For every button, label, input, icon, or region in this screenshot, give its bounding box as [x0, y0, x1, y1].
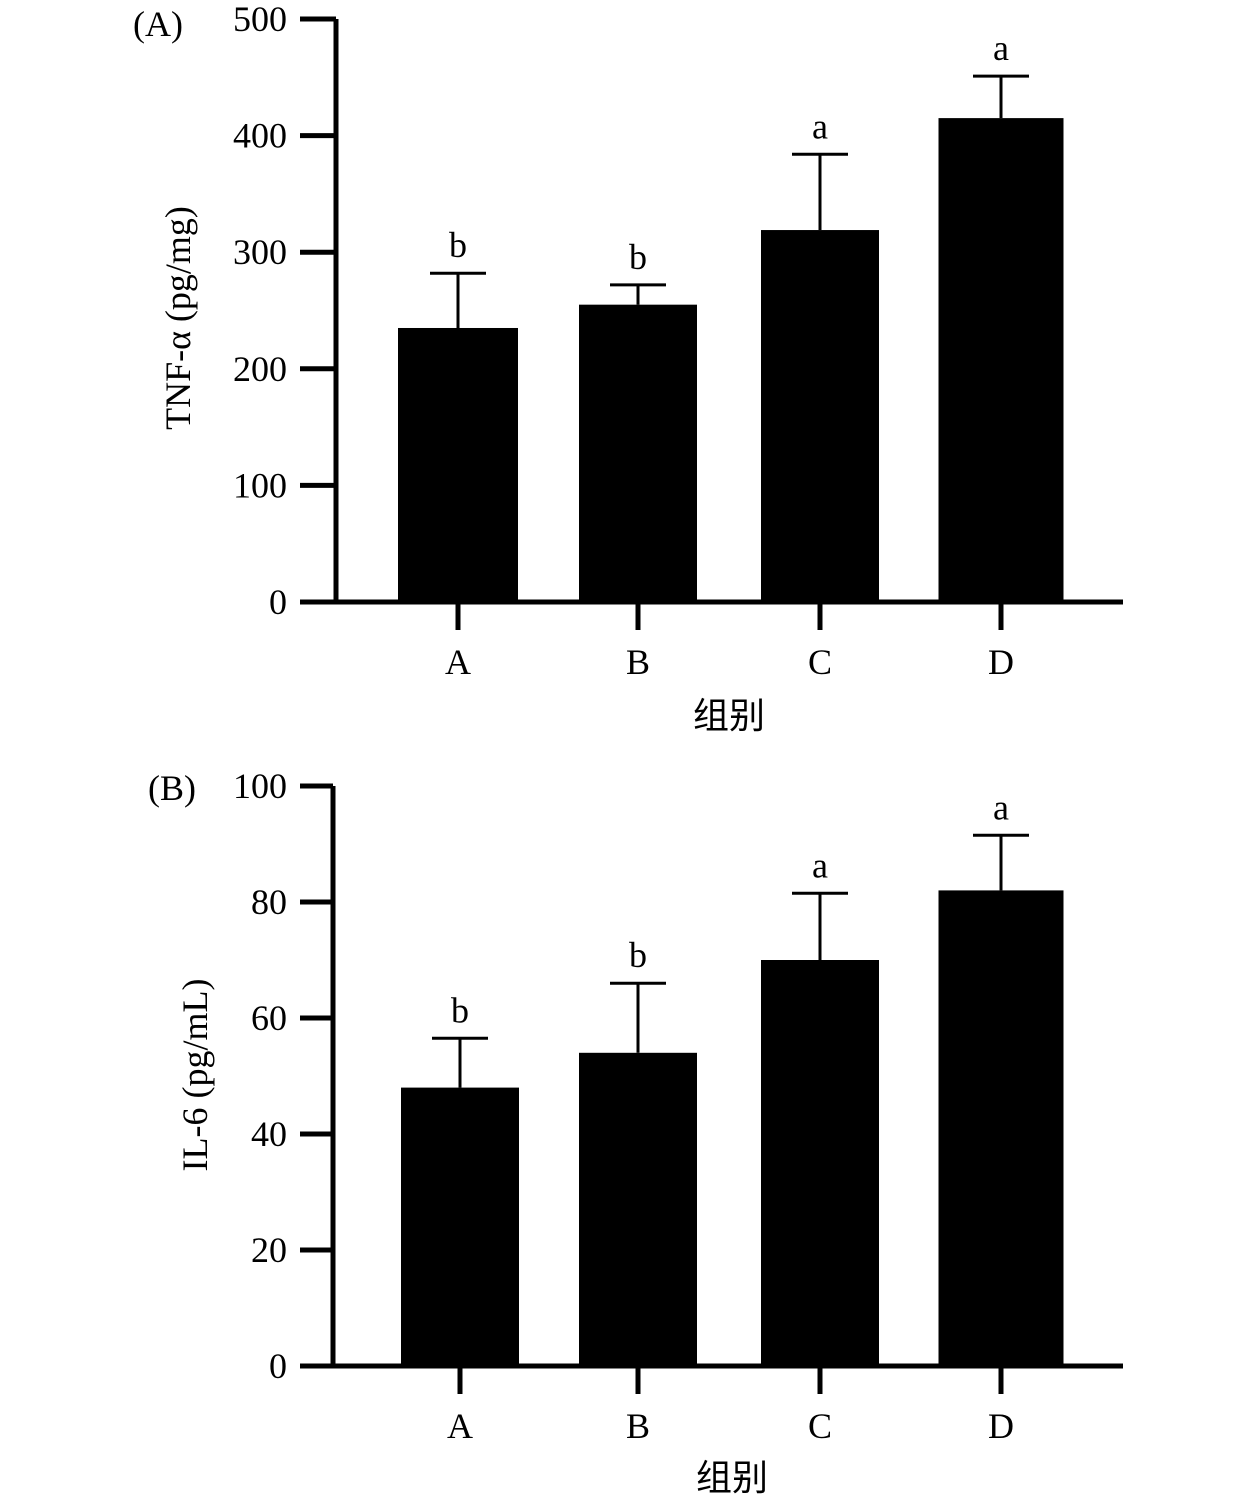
panel-label: (A): [133, 4, 183, 44]
bar: [938, 118, 1064, 603]
significance-label: b: [629, 237, 647, 277]
significance-label: b: [451, 990, 469, 1030]
x-tick-label: D: [988, 1406, 1014, 1446]
x-tick-label: B: [626, 1406, 650, 1446]
significance-label: b: [629, 935, 647, 975]
significance-label: a: [812, 106, 828, 146]
y-tick-label: 80: [251, 882, 287, 922]
y-tick-label: 20: [251, 1230, 287, 1270]
y-tick-label: 300: [233, 232, 287, 272]
y-axis-label: TNF-α (pg/mg): [158, 206, 198, 430]
marks: b b a a 0 100 200 300 400 500 A B C D: [233, 0, 1123, 682]
x-tick-label: C: [808, 1406, 832, 1446]
y-tick-label: 100: [233, 465, 287, 505]
x-tick-label: A: [445, 642, 471, 682]
y-tick-label: 60: [251, 998, 287, 1038]
x-axis-label: 组别: [693, 696, 765, 737]
significance-label: b: [449, 225, 467, 265]
y-tick-label: 200: [233, 349, 287, 389]
x-tick-label: A: [447, 1406, 473, 1446]
y-tick-label: 0: [269, 582, 287, 622]
x-tick-label: C: [808, 642, 832, 682]
significance-label: a: [993, 28, 1009, 68]
bar: [761, 230, 879, 602]
x-axis-label: 组别: [696, 1458, 768, 1499]
y-tick-label: 100: [233, 766, 287, 806]
panel-b: (B) IL-6 (pg/mL) 组别 b b a a 0 20 40 60 80 100 A B C D: [148, 766, 1123, 1499]
y-axis-label: IL-6 (pg/mL): [175, 979, 215, 1172]
x-tick-label: B: [626, 642, 650, 682]
significance-label: a: [812, 845, 828, 885]
panel-label: (B): [148, 768, 196, 808]
bar: [579, 1052, 697, 1366]
marks: b b a a 0 20 40 60 80 100 A B C D: [233, 766, 1123, 1446]
y-tick-label: 0: [269, 1346, 287, 1386]
y-tick-label: 500: [233, 0, 287, 39]
bar: [761, 960, 879, 1366]
y-tick-label: 40: [251, 1114, 287, 1154]
panel-a: (A) TNF-α (pg/mg) 组别 b b a a 0 100 200 300 400 50…: [133, 0, 1123, 737]
bar: [938, 890, 1064, 1366]
bar: [579, 304, 697, 602]
x-tick-label: D: [988, 642, 1014, 682]
y-tick-label: 400: [233, 116, 287, 156]
significance-label: a: [993, 787, 1009, 827]
bar: [398, 327, 518, 602]
bar: [401, 1087, 519, 1366]
